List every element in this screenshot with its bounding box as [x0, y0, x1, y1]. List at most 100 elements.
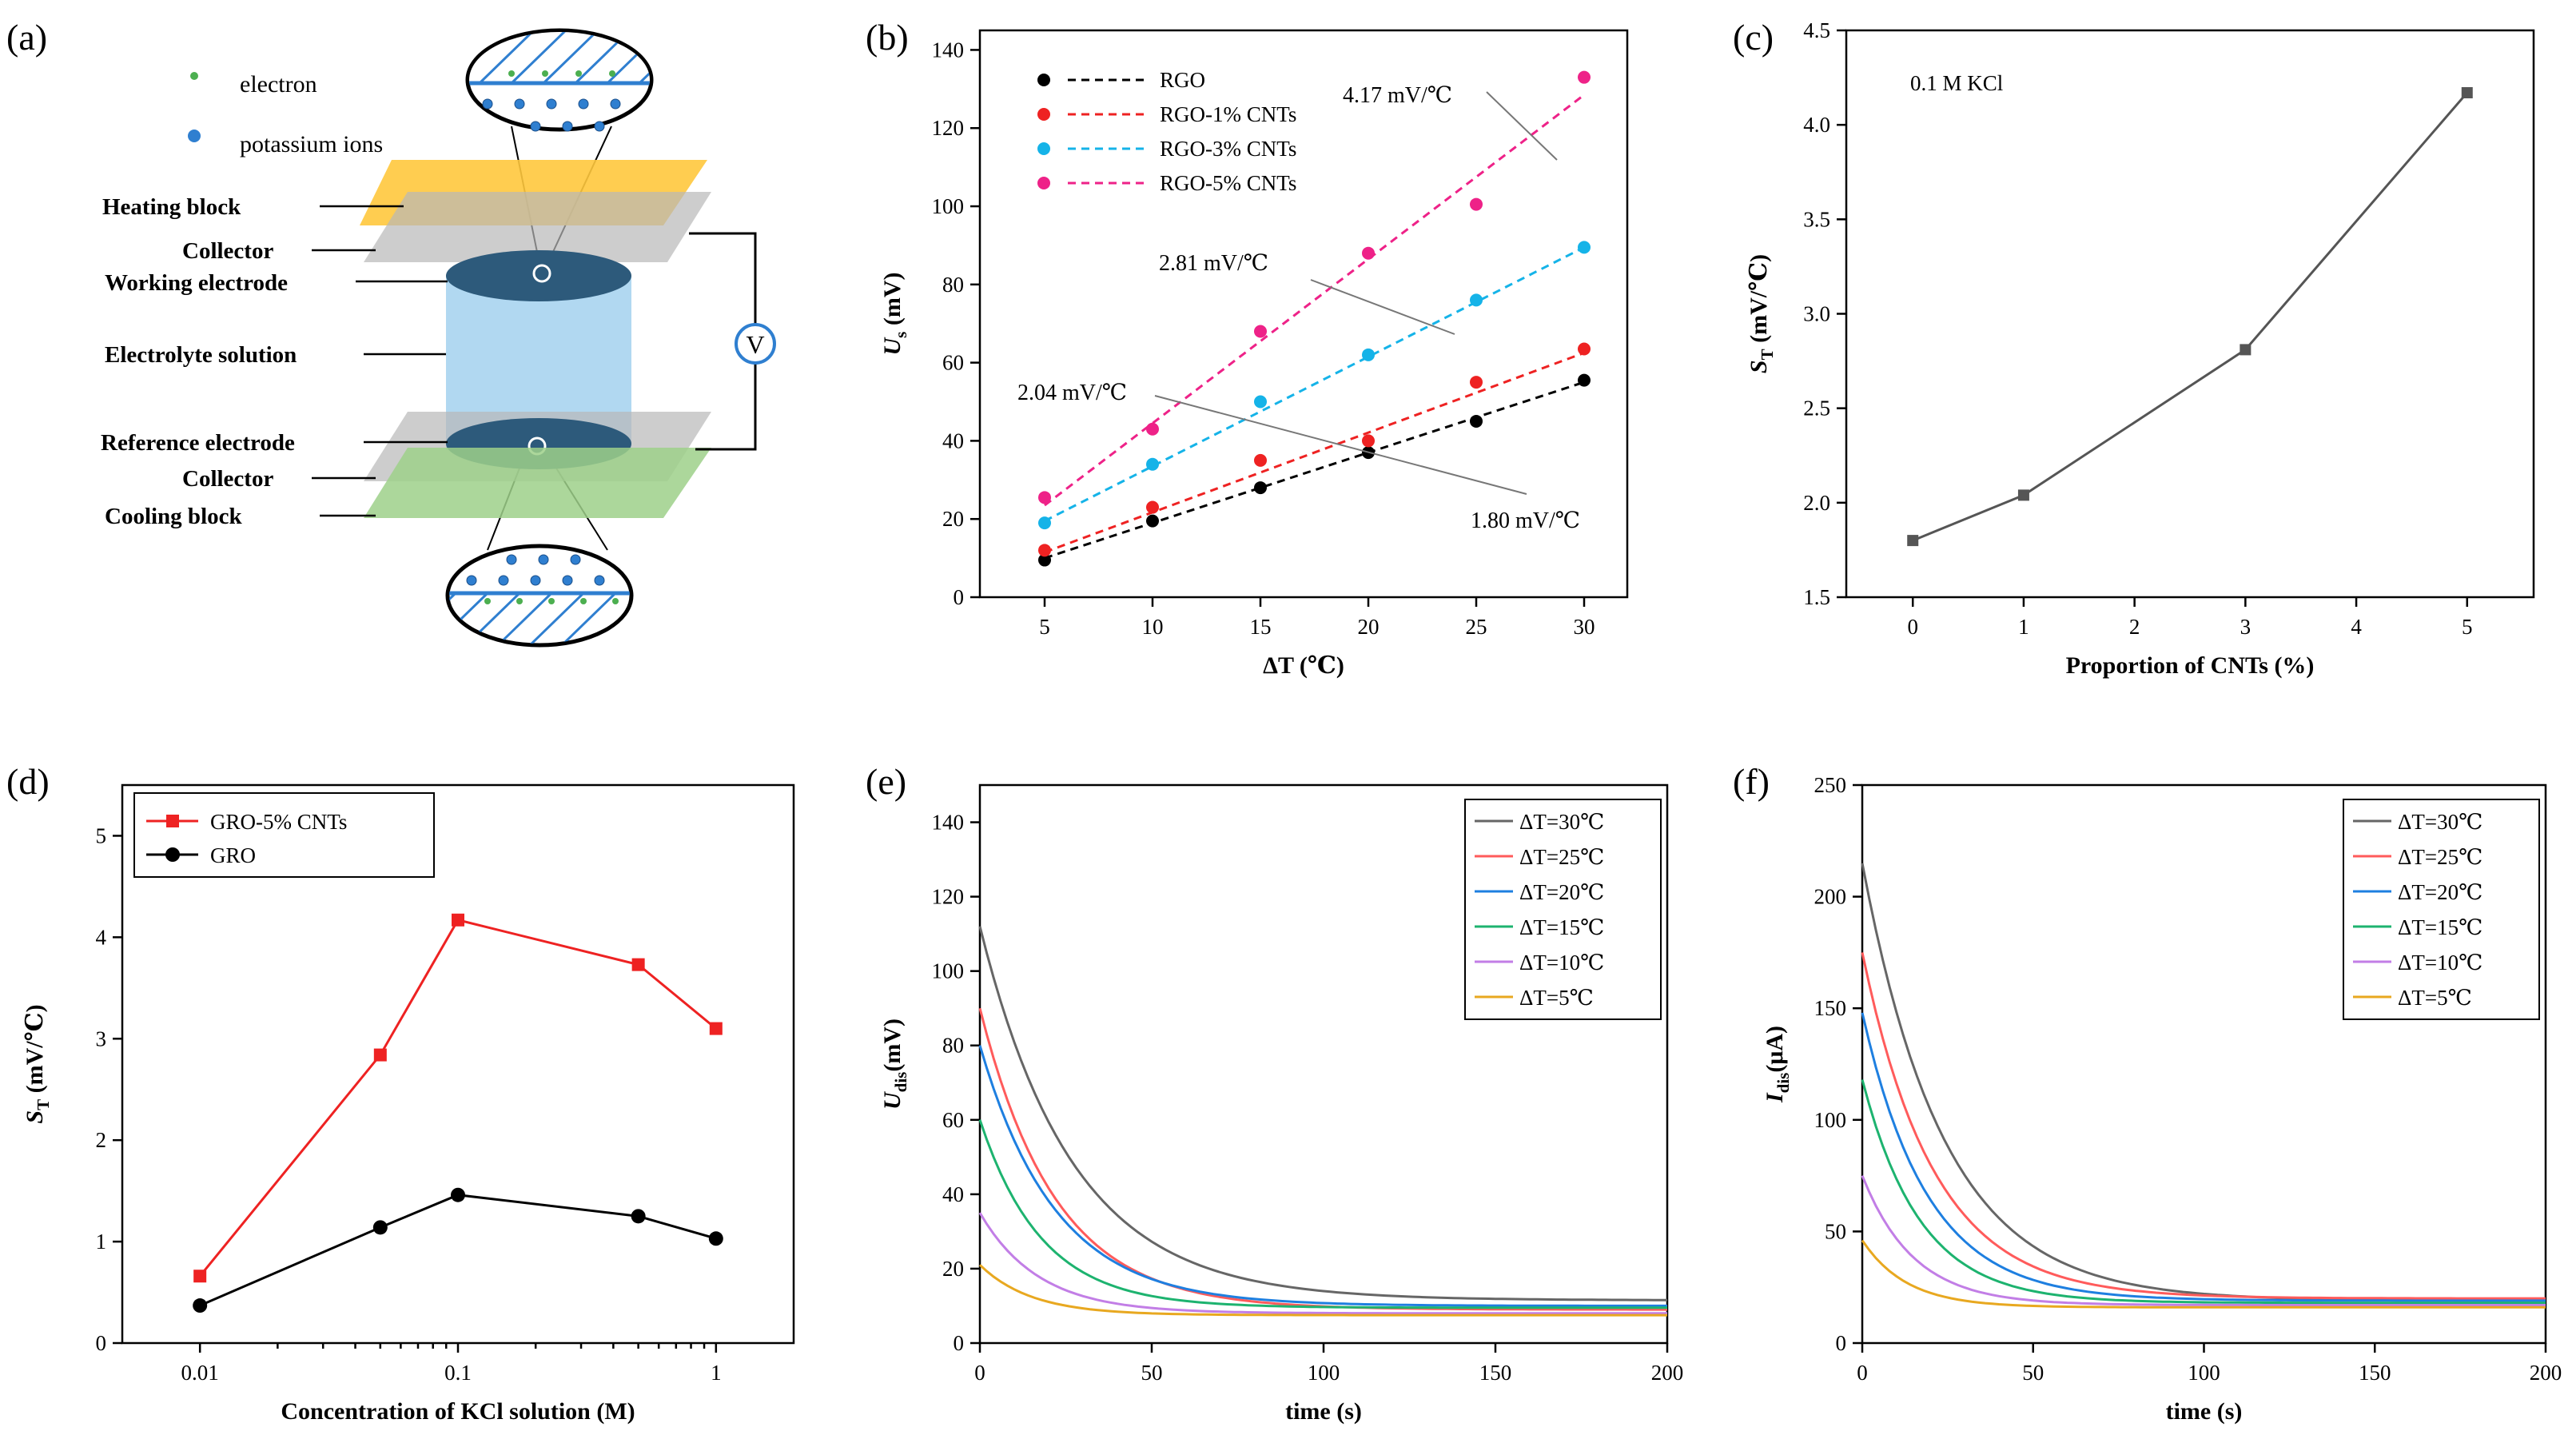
data-point	[452, 913, 464, 927]
series-curve-1	[978, 1007, 1667, 1311]
data-point	[1038, 516, 1051, 530]
y-tick-label: 20	[942, 507, 964, 531]
data-point	[1146, 500, 1159, 514]
slope-annotation-0: 4.17 mV/℃	[1343, 83, 1452, 108]
bottom-electrons	[484, 598, 619, 604]
data-point	[1254, 453, 1267, 467]
top-magnified-view	[465, 28, 654, 265]
x-tick-label: 0	[974, 1361, 985, 1385]
electrolyte-label: Electrolyte solution	[105, 342, 297, 368]
top-collector-plate	[364, 192, 711, 262]
series-curve-5	[1861, 1239, 2546, 1309]
collector-bottom-label: Collector	[182, 466, 273, 492]
panel-a: (a) electron potassium ions	[6, 17, 776, 648]
y-axis-label-unit: (μA)	[1762, 1026, 1788, 1073]
y-axis-label: Idis(μA)	[1762, 1026, 1793, 1103]
legend-box	[1464, 799, 1662, 1020]
cooling-block	[364, 448, 711, 518]
data-point	[1578, 373, 1591, 387]
y-tick-label: 2.0	[1803, 491, 1830, 515]
top-electrons	[508, 70, 615, 77]
x-tick-label: 150	[1479, 1361, 1512, 1385]
y-tick-label: 100	[932, 194, 965, 218]
x-tick-label: 0	[1857, 1361, 1868, 1385]
bottom-magnified-view	[445, 447, 634, 648]
data-point	[2240, 344, 2252, 356]
panel-label-e: (e)	[866, 761, 906, 802]
y-tick-label: 5	[96, 823, 107, 847]
legend-marker-0	[166, 815, 179, 827]
legend-label-2: RGO-3% CNTs	[1160, 137, 1296, 161]
y-tick-label: 4.0	[1803, 113, 1830, 137]
series-curve-3	[978, 1119, 1667, 1309]
y-axis-label: Us (mV)	[879, 273, 910, 356]
data-point	[708, 1231, 723, 1246]
data-point	[372, 1220, 388, 1235]
legend-label-3: ΔT=15℃	[1519, 915, 1604, 939]
x-tick-label: 200	[1651, 1361, 1684, 1385]
bottom-wire	[695, 364, 757, 451]
y-axis-label-main: U	[879, 337, 906, 356]
y-tick-label: 1.5	[1803, 585, 1830, 609]
legend-label-0: ΔT=30℃	[2398, 810, 2482, 834]
legend-marker-1	[1037, 108, 1050, 121]
fit-line-3	[1044, 94, 1585, 507]
x-axis-label: time (s)	[1285, 1398, 1362, 1425]
y-tick-label: 0	[96, 1331, 107, 1355]
data-point	[1038, 553, 1051, 567]
data-point	[1362, 246, 1375, 260]
x-tick-label: 5	[2462, 615, 2473, 639]
data-point	[1254, 395, 1267, 409]
y-axis-label-sub: T	[34, 1099, 53, 1110]
data-point	[1146, 514, 1159, 528]
series-line	[1912, 92, 2468, 542]
slope-leader-2	[1154, 395, 1527, 495]
legend-marker-1	[165, 847, 180, 862]
panel-label-c: (c)	[1733, 17, 1774, 58]
fit-line-1	[1044, 351, 1585, 554]
legend-marker-2	[1037, 142, 1050, 155]
data-point	[373, 1048, 387, 1062]
voltmeter-label: V	[746, 330, 764, 359]
y-axis-label-unit: (mV)	[879, 273, 906, 332]
data-point	[631, 1209, 646, 1224]
data-point	[2461, 86, 2473, 98]
x-tick-label: 100	[2188, 1361, 2220, 1385]
data-point	[1146, 422, 1159, 436]
y-tick-label: 60	[942, 351, 964, 375]
data-point	[451, 1187, 465, 1202]
y-tick-label: 20	[942, 1257, 964, 1281]
y-tick-label: 140	[932, 811, 965, 835]
x-tick-label: 150	[2359, 1361, 2391, 1385]
x-tick-label: 50	[2022, 1361, 2044, 1385]
y-axis-label-main: S	[22, 1110, 48, 1124]
series-curve-4	[978, 1212, 1667, 1315]
series-curve-2	[1861, 1012, 2546, 1302]
legend-label-1: ΔT=25℃	[1519, 845, 1604, 869]
x-tick-label: 1	[2018, 615, 2029, 639]
data-point	[2017, 489, 2029, 501]
plot-frame	[1845, 29, 2535, 599]
series-curve-3	[1861, 1079, 2546, 1305]
x-axis-label: Concentration of KCl solution (M)	[281, 1398, 635, 1425]
y-tick-label: 3	[96, 1026, 107, 1050]
y-tick-label: 3.5	[1803, 207, 1830, 231]
data-point	[1254, 481, 1267, 495]
y-axis-label: ST (mV/℃)	[1746, 254, 1777, 373]
series-curve-1	[1861, 952, 2546, 1300]
x-tick-label: 15	[1250, 615, 1272, 639]
legend-label-1: ΔT=25℃	[2398, 845, 2482, 869]
y-tick-label: 2.5	[1803, 397, 1830, 421]
y-axis-label-main: U	[879, 1091, 906, 1110]
x-axis-label: Proportion of CNTs (%)	[2066, 652, 2315, 679]
reference-electrode-label: Reference electrode	[101, 430, 295, 456]
x-tick-label: 200	[2530, 1361, 2562, 1385]
data-point	[1578, 241, 1591, 254]
legend-label-3: ΔT=15℃	[2398, 915, 2482, 939]
electron-legend-label: electron	[240, 71, 317, 98]
y-axis-label-sub: dis	[891, 1072, 910, 1093]
x-tick-label: 4	[2351, 615, 2362, 639]
working-electrode-spot	[532, 264, 551, 283]
top-ions	[482, 98, 621, 132]
legend-label-1: RGO-1% CNTs	[1160, 102, 1296, 126]
